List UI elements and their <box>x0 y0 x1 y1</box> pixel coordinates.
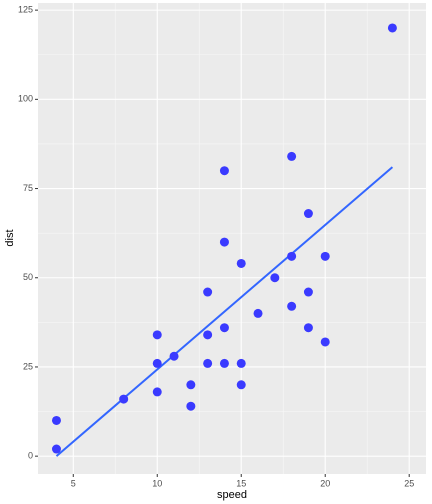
point <box>270 273 280 283</box>
x-tick-label: 15 <box>236 478 246 488</box>
x-axis-title: speed <box>217 489 247 501</box>
point <box>287 251 297 261</box>
point <box>51 415 61 425</box>
y-tick-label: 25 <box>23 361 33 371</box>
point <box>152 358 162 368</box>
x-tick-label: 10 <box>152 478 162 488</box>
point <box>219 166 229 176</box>
point <box>169 351 179 361</box>
point <box>152 330 162 340</box>
point <box>303 323 313 333</box>
point <box>287 301 297 311</box>
point <box>203 330 213 340</box>
point <box>203 358 213 368</box>
point <box>236 358 246 368</box>
point <box>236 380 246 390</box>
point <box>236 258 246 268</box>
y-tick-label: 100 <box>18 94 33 104</box>
point <box>119 394 129 404</box>
y-axis-title: dist <box>4 229 16 246</box>
point <box>203 287 213 297</box>
point <box>219 237 229 247</box>
point <box>303 209 313 219</box>
point <box>152 387 162 397</box>
y-tick-label: 125 <box>18 5 33 15</box>
point <box>320 251 330 261</box>
point <box>186 380 196 390</box>
x-tick-label: 20 <box>320 478 330 488</box>
panel <box>38 3 426 474</box>
y-tick-label: 0 <box>28 451 33 461</box>
x-tick-label: 25 <box>404 478 414 488</box>
y-tick-label: 75 <box>23 183 33 193</box>
point <box>253 308 263 318</box>
point <box>219 323 229 333</box>
point <box>320 337 330 347</box>
x-tick-label: 5 <box>71 478 76 488</box>
point <box>387 23 397 33</box>
point <box>51 444 61 454</box>
point <box>287 151 297 161</box>
y-tick-label: 50 <box>23 272 33 282</box>
fit-line <box>55 166 394 457</box>
point <box>219 358 229 368</box>
point <box>186 401 196 411</box>
point <box>303 287 313 297</box>
